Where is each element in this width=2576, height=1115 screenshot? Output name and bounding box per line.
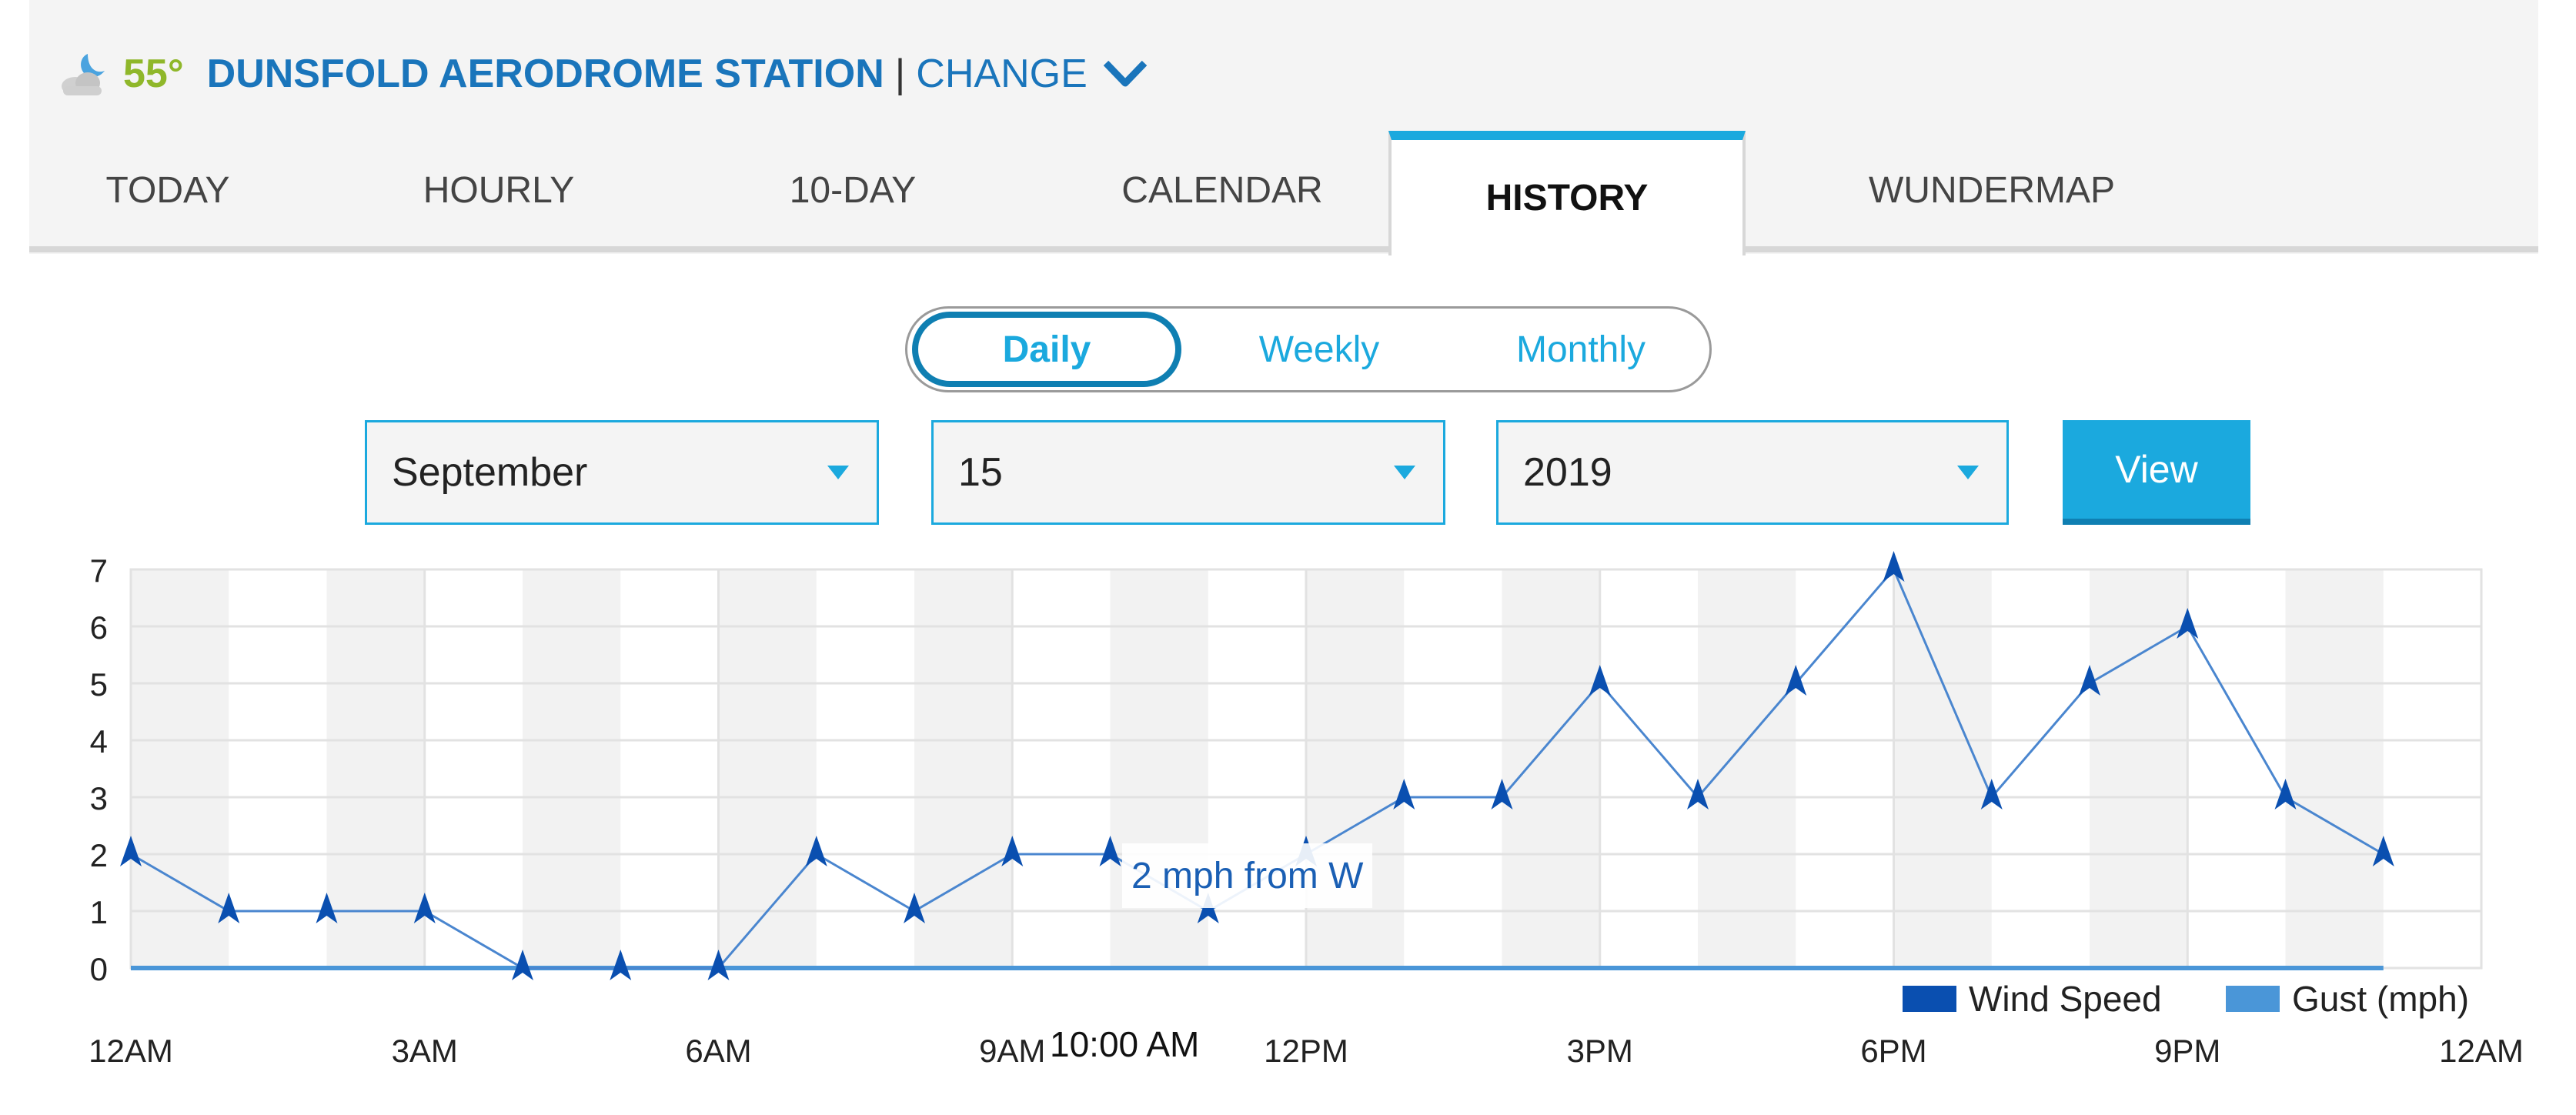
period-toggle: Daily Weekly Monthly bbox=[905, 306, 1712, 392]
wind-direction-arrow bbox=[120, 836, 142, 866]
hour-band bbox=[1698, 569, 1796, 968]
legend-wind-speed[interactable]: Wind Speed bbox=[1903, 977, 2162, 1020]
station-name[interactable]: DUNSFOLD AERODROME STATION bbox=[206, 52, 884, 96]
x-tick-label: 6AM bbox=[685, 1033, 751, 1069]
wind-direction-arrow bbox=[1393, 779, 1415, 810]
x-tick-label: 3PM bbox=[1567, 1033, 1633, 1069]
period-monthly[interactable]: Monthly bbox=[1515, 329, 1646, 370]
wind-direction-arrow bbox=[218, 893, 240, 923]
y-tick-label: 2 bbox=[90, 837, 108, 873]
wind-direction-arrow bbox=[316, 893, 338, 923]
x-tick-label: 12PM bbox=[1264, 1033, 1348, 1069]
period-weekly[interactable]: Weekly bbox=[1258, 329, 1380, 370]
wind-direction-arrow bbox=[1197, 893, 1219, 923]
header-separator: | bbox=[894, 52, 906, 96]
x-tick-label: 9AM bbox=[979, 1033, 1045, 1069]
wind-direction-arrow bbox=[1785, 665, 1807, 696]
y-tick-label: 7 bbox=[90, 552, 108, 589]
top-bar bbox=[29, 0, 2538, 254]
caret-down-icon bbox=[1394, 466, 1415, 479]
day-value: 15 bbox=[958, 450, 1003, 495]
year-select[interactable]: 2019 bbox=[1496, 420, 2009, 525]
wind-direction-arrow bbox=[1980, 779, 2003, 810]
caret-down-icon bbox=[827, 466, 849, 479]
hour-band bbox=[1110, 569, 1208, 968]
hour-band bbox=[1893, 569, 1992, 968]
x-tick-label: 9PM bbox=[2154, 1033, 2220, 1069]
tab-hourly[interactable]: HOURLY bbox=[423, 169, 575, 211]
wind-direction-arrow bbox=[2177, 608, 2199, 639]
x-tick-label: 6PM bbox=[1860, 1033, 1926, 1069]
wind-series-line bbox=[130, 567, 2384, 970]
y-tick-label: 6 bbox=[90, 609, 108, 646]
month-select[interactable]: September bbox=[365, 420, 879, 525]
tab-calendar[interactable]: CALENDAR bbox=[1121, 169, 1323, 211]
hour-band bbox=[914, 569, 1013, 968]
change-station-link[interactable]: CHANGE bbox=[916, 52, 1088, 96]
month-value: September bbox=[392, 450, 588, 495]
hour-band bbox=[523, 569, 621, 968]
tab-today[interactable]: TODAY bbox=[105, 169, 230, 211]
tab-history[interactable]: HISTORY bbox=[1388, 131, 1746, 255]
partly-cloudy-night-icon bbox=[62, 54, 105, 95]
day-select[interactable]: 15 bbox=[931, 420, 1445, 525]
legend-gust[interactable]: Gust (mph) bbox=[2226, 977, 2469, 1020]
caret-down-icon bbox=[1957, 466, 1979, 479]
y-tick-label: 5 bbox=[90, 666, 108, 703]
wind-direction-arrow bbox=[413, 893, 436, 923]
x-tick-label: 3AM bbox=[392, 1033, 458, 1069]
legend-swatch-wind bbox=[1903, 986, 1956, 1012]
x-tick-label: 12AM bbox=[2439, 1033, 2524, 1069]
wind-chart: 0 1 2 3 4 5 6 7 12AM 3AM 6AM 9AM 12PM 3PM 6PM 9PM 12AM bbox=[89, 551, 2524, 1069]
chevron-down-icon[interactable] bbox=[1101, 58, 1149, 89]
wind-direction-arrow bbox=[1491, 779, 1513, 810]
wind-direction-arrow bbox=[2372, 836, 2394, 866]
hour-band bbox=[131, 569, 229, 968]
hour-band bbox=[1306, 569, 1405, 968]
hour-band bbox=[326, 569, 425, 968]
legend-label-gust: Gust (mph) bbox=[2292, 979, 2470, 1019]
wind-direction-arrow bbox=[1001, 836, 1024, 866]
hour-band bbox=[1502, 569, 1600, 968]
wind-direction-arrow bbox=[805, 836, 827, 866]
y-tick-label: 3 bbox=[90, 780, 108, 816]
year-value: 2019 bbox=[1523, 450, 1612, 495]
tabs-divider bbox=[29, 246, 2538, 252]
y-tick-label: 0 bbox=[90, 951, 108, 987]
wind-direction-arrow bbox=[2079, 665, 2100, 696]
hour-band bbox=[2090, 569, 2188, 968]
period-daily[interactable]: Daily bbox=[912, 312, 1181, 387]
tab-10-day[interactable]: 10-DAY bbox=[789, 169, 917, 211]
tab-wundermap[interactable]: WUNDERMAP bbox=[1869, 169, 2115, 211]
wind-direction-arrow bbox=[610, 950, 632, 980]
x-tick-label: 12AM bbox=[89, 1033, 173, 1069]
y-tick-label: 4 bbox=[90, 723, 108, 759]
wind-direction-arrow bbox=[1883, 551, 1905, 582]
wind-direction-arrow bbox=[512, 950, 533, 980]
wind-direction-arrow bbox=[1687, 779, 1709, 810]
legend-swatch-gust bbox=[2226, 986, 2280, 1012]
wind-direction-arrow bbox=[904, 893, 925, 923]
legend-label-wind: Wind Speed bbox=[1969, 979, 2162, 1019]
y-tick-label: 1 bbox=[90, 894, 108, 930]
wind-direction-arrow bbox=[1589, 665, 1611, 696]
hover-time-label: 10:00 AM bbox=[1047, 1023, 1203, 1065]
chart-tooltip: 2 mph from W bbox=[1122, 843, 1373, 908]
wind-direction-arrow bbox=[1099, 836, 1121, 866]
station-header: 55° DUNSFOLD AERODROME STATION | CHANGE bbox=[54, 43, 1149, 105]
current-temperature: 55° bbox=[123, 52, 184, 96]
hour-band bbox=[2285, 569, 2384, 968]
wind-direction-arrow bbox=[2274, 779, 2297, 810]
hour-band bbox=[718, 569, 817, 968]
nav-tabs: TODAY HOURLY 10-DAY CALENDAR HISTORY WUN… bbox=[29, 131, 2538, 255]
wind-direction-arrow bbox=[707, 950, 730, 980]
view-button[interactable]: View bbox=[2063, 420, 2250, 525]
